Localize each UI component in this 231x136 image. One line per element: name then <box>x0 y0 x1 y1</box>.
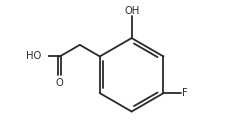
Text: O: O <box>56 78 63 88</box>
Text: OH: OH <box>124 6 139 16</box>
Text: HO: HO <box>26 51 41 61</box>
Text: F: F <box>181 88 187 98</box>
